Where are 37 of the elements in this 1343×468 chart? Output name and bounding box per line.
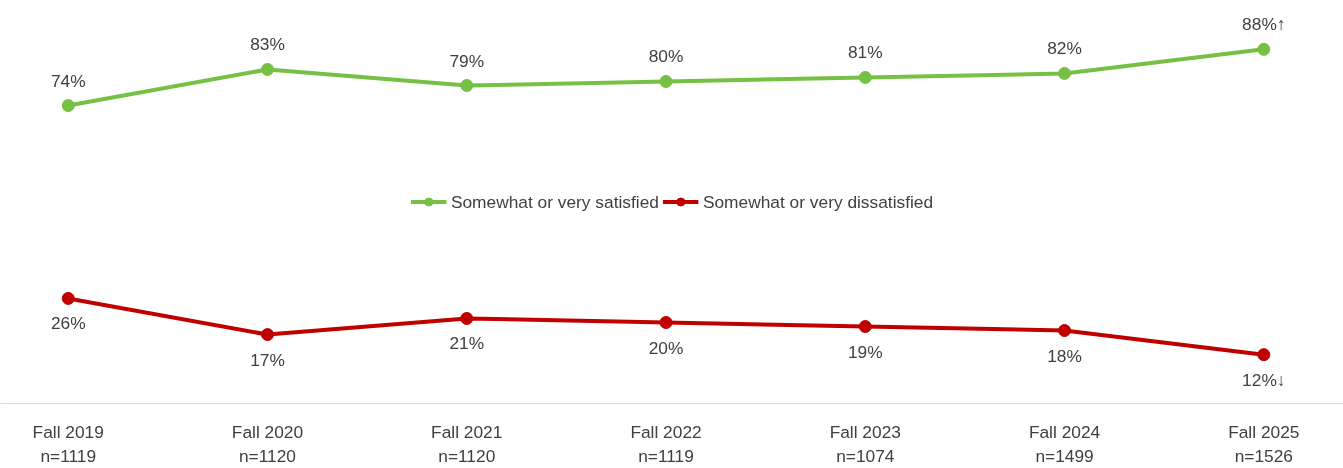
point [659, 75, 673, 88]
data-label: 83% [250, 34, 285, 55]
point [858, 70, 872, 84]
point [858, 320, 872, 334]
data-label: 21% [449, 333, 485, 354]
data-label: 20% [648, 337, 684, 358]
point [460, 79, 474, 92]
x-tick-label: Fall 2022 n=1119 [630, 421, 702, 466]
data-label: 82% [1047, 38, 1082, 59]
x-tick-label: Fall 2025 n=1526 [1228, 421, 1300, 466]
point [261, 62, 275, 76]
point [659, 316, 673, 329]
point [460, 312, 474, 325]
point [1058, 66, 1072, 80]
legend-label: Somewhat or very dissatisfied [702, 191, 934, 212]
data-label: 88%↑ [1242, 14, 1286, 35]
data-label: 18% [1047, 345, 1082, 366]
point [1257, 42, 1271, 56]
point [1257, 348, 1271, 362]
x-tick-label: Fall 2023 n=1074 [829, 421, 901, 466]
data-label: 19% [847, 341, 883, 362]
legend-label: Somewhat or very satisfied [450, 191, 659, 212]
data-label: 26% [50, 313, 86, 334]
point [61, 99, 75, 113]
x-tick-label: Fall 2019 n=1119 [32, 421, 104, 466]
x-tick-label: Fall 2021 n=1120 [431, 421, 503, 466]
point [61, 291, 75, 305]
data-label: 79% [449, 50, 485, 71]
data-label: 12%↓ [1242, 369, 1286, 390]
point [1058, 324, 1072, 338]
data-label: 81% [847, 42, 883, 63]
point [261, 328, 275, 342]
data-label: 74% [50, 70, 86, 91]
x-tick-label: Fall 2024 n=1499 [1028, 421, 1101, 466]
data-label: 80% [648, 46, 684, 67]
data-label: 17% [250, 349, 285, 370]
x-tick-label: Fall 2020 n=1120 [231, 421, 304, 466]
